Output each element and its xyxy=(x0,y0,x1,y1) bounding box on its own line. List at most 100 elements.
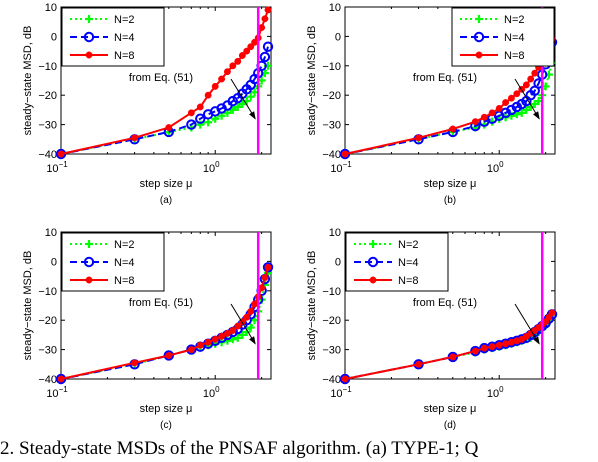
data-point xyxy=(131,134,139,142)
y-tick-label: −30 xyxy=(38,345,57,357)
data-point xyxy=(186,344,197,355)
data-point xyxy=(488,109,496,117)
data-point xyxy=(495,341,503,349)
data-point xyxy=(261,274,269,282)
data-point xyxy=(238,330,247,339)
data-point xyxy=(243,313,251,321)
chart-panel: −40 −30 −20 −10 0 10 10−1 100 step size μ steady−… xyxy=(22,2,274,206)
x-tick-label: 100 xyxy=(487,385,504,400)
legend-label: N=2 xyxy=(114,14,135,26)
data-point xyxy=(261,15,269,23)
data-point xyxy=(341,375,349,383)
legend-box xyxy=(61,232,165,292)
y-tick-label: −30 xyxy=(322,345,341,357)
y-tick-label: −30 xyxy=(322,120,341,132)
data-point xyxy=(507,94,515,102)
data-point xyxy=(218,75,226,83)
data-point xyxy=(506,104,517,116)
data-point xyxy=(204,118,213,127)
y-tick-label: −20 xyxy=(38,315,57,327)
data-point xyxy=(247,43,255,51)
data-point xyxy=(480,344,488,352)
legend-label: N=2 xyxy=(504,14,525,26)
data-point xyxy=(211,82,219,90)
y-tick-label: −20 xyxy=(322,90,341,102)
annotation-arrow xyxy=(230,78,256,120)
data-point xyxy=(449,353,457,361)
data-point xyxy=(187,109,195,117)
data-point xyxy=(243,47,251,55)
legend-marker xyxy=(367,256,379,268)
data-point xyxy=(223,68,231,76)
data-point xyxy=(195,113,206,124)
data-point xyxy=(186,119,197,130)
legend-box xyxy=(61,7,165,67)
x-tick-label: 10−1 xyxy=(46,385,68,400)
y-axis-label: steady−state MSD, dB xyxy=(22,251,34,361)
legend-marker xyxy=(85,240,93,248)
y-tick-label: −20 xyxy=(322,315,341,327)
data-point xyxy=(251,300,259,308)
data-point xyxy=(341,150,349,158)
y-tick-label: −10 xyxy=(322,61,341,73)
data-point xyxy=(502,340,510,348)
x-axis-label: step size μ xyxy=(424,403,477,415)
legend-label: N=4 xyxy=(114,257,135,269)
data-point xyxy=(229,327,237,334)
annotation-text: from Eq. (51) xyxy=(413,72,477,84)
x-tick-label: 10−1 xyxy=(330,160,352,175)
legend-label: N=2 xyxy=(398,239,419,251)
y-tick-label: −40 xyxy=(38,149,57,161)
figure-caption: 2. Steady-state MSDs of the PNSAF algori… xyxy=(0,438,479,459)
data-point xyxy=(187,346,195,354)
legend-marker xyxy=(475,51,483,59)
data-point xyxy=(57,150,65,158)
data-point xyxy=(233,333,242,342)
data-point xyxy=(204,91,212,99)
y-tick-label: −40 xyxy=(322,149,341,161)
legend-label: N=8 xyxy=(114,50,135,62)
legend: N=2 N=4 N=8 xyxy=(61,7,165,67)
data-point xyxy=(238,100,247,109)
x-axis-label: step size μ xyxy=(140,178,193,190)
y-tick-label: 0 xyxy=(51,256,57,268)
data-point xyxy=(488,343,496,351)
y-axis-label: steady−state MSD, dB xyxy=(306,251,318,361)
data-point xyxy=(480,113,488,121)
legend-marker xyxy=(369,276,377,284)
y-tick-label: 10 xyxy=(329,227,341,239)
legend-marker xyxy=(85,276,93,284)
legend-box xyxy=(345,232,449,292)
data-point xyxy=(165,352,173,359)
data-point xyxy=(513,90,521,98)
data-point xyxy=(238,52,246,59)
y-tick-label: −10 xyxy=(322,286,341,298)
data-point xyxy=(264,6,272,14)
y-tick-label: −40 xyxy=(38,374,57,386)
legend-label: N=8 xyxy=(398,275,419,287)
annotation-arrow xyxy=(514,303,540,345)
data-point xyxy=(415,360,423,368)
data-point xyxy=(211,335,219,343)
panel-label: (c) xyxy=(160,420,172,431)
data-point xyxy=(522,105,531,114)
data-point xyxy=(204,338,212,346)
legend: N=2 N=4 N=8 xyxy=(345,232,449,292)
annotation-arrow xyxy=(514,78,540,120)
chart-panel: −40 −30 −20 −10 0 10 10−1 100 step size μ steady−… xyxy=(22,227,274,431)
legend-marker xyxy=(83,31,95,43)
legend-box xyxy=(451,7,555,67)
data-point xyxy=(517,108,526,117)
legend-marker xyxy=(83,256,95,268)
y-tick-label: −30 xyxy=(38,120,57,132)
legend-label: N=2 xyxy=(114,239,135,251)
data-point xyxy=(229,62,237,70)
y-tick-label: 10 xyxy=(329,2,341,14)
panel-label: (b) xyxy=(444,195,456,206)
legend-marker xyxy=(369,240,377,248)
data-point xyxy=(223,329,231,337)
y-tick-label: −40 xyxy=(322,374,341,386)
legend-label: N=8 xyxy=(114,275,135,287)
y-tick-label: 0 xyxy=(335,31,341,43)
x-tick-label: 10−1 xyxy=(46,160,68,175)
